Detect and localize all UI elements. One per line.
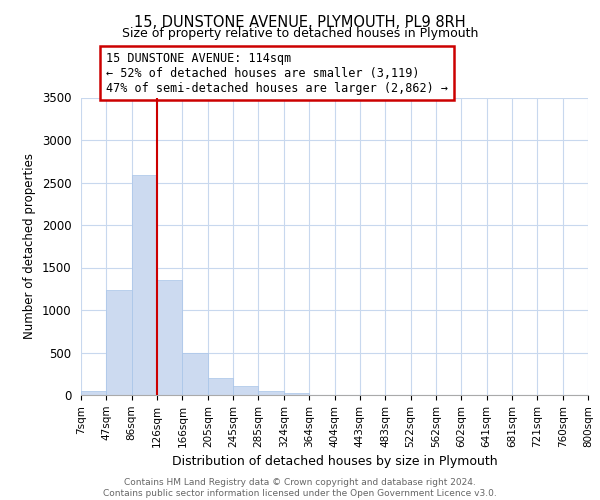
Text: 15 DUNSTONE AVENUE: 114sqm
← 52% of detached houses are smaller (3,119)
47% of s: 15 DUNSTONE AVENUE: 114sqm ← 52% of deta… — [106, 52, 448, 94]
X-axis label: Distribution of detached houses by size in Plymouth: Distribution of detached houses by size … — [172, 455, 497, 468]
Text: Size of property relative to detached houses in Plymouth: Size of property relative to detached ho… — [122, 28, 478, 40]
Y-axis label: Number of detached properties: Number of detached properties — [23, 153, 36, 340]
Bar — [259, 391, 284, 395]
Bar — [157, 280, 182, 395]
Bar — [132, 175, 157, 395]
Bar — [81, 391, 106, 395]
Bar — [284, 394, 309, 395]
Text: 15, DUNSTONE AVENUE, PLYMOUTH, PL9 8RH: 15, DUNSTONE AVENUE, PLYMOUTH, PL9 8RH — [134, 15, 466, 30]
Bar — [182, 352, 208, 395]
Bar — [106, 290, 132, 395]
Bar — [208, 378, 233, 395]
Bar — [233, 386, 259, 395]
Text: Contains HM Land Registry data © Crown copyright and database right 2024.
Contai: Contains HM Land Registry data © Crown c… — [103, 478, 497, 498]
